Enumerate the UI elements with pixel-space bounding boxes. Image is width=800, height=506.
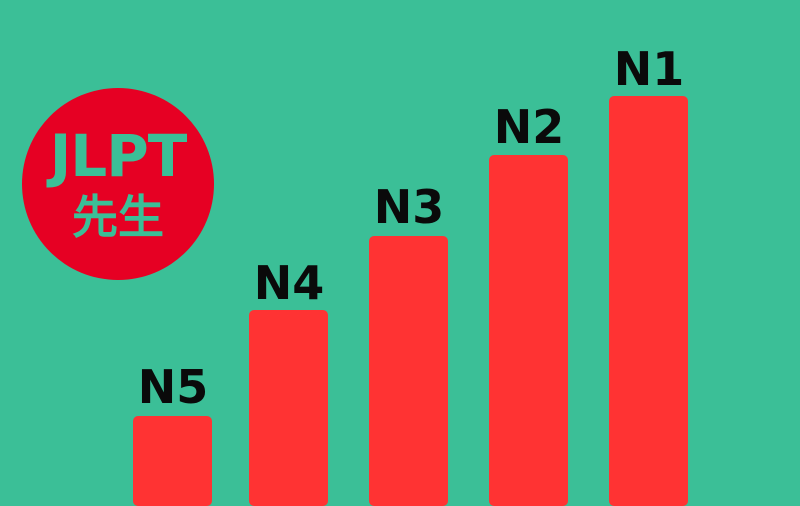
label-n4: N4	[253, 256, 325, 310]
bar-n5	[133, 416, 212, 506]
label-n1: N1	[613, 42, 685, 96]
jlpt-sensei-logo: JLPT 先生	[22, 88, 214, 280]
label-n5: N5	[137, 360, 209, 414]
label-n2: N2	[493, 100, 565, 154]
bar-n4	[249, 310, 328, 506]
label-n3: N3	[373, 180, 445, 234]
bar-n2	[489, 155, 568, 506]
logo-text-sensei: 先生	[72, 190, 164, 244]
logo-text-jlpt: JLPT	[49, 122, 188, 190]
bar-n3	[369, 236, 448, 506]
bar-n1	[609, 96, 688, 506]
